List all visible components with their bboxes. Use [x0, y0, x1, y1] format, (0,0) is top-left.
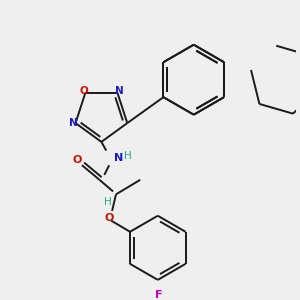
Text: H: H — [124, 152, 131, 161]
Text: O: O — [79, 86, 88, 96]
Text: N: N — [114, 153, 123, 164]
Text: O: O — [104, 213, 114, 223]
Text: N: N — [115, 86, 124, 96]
Text: N: N — [69, 118, 78, 128]
Text: H: H — [104, 197, 112, 207]
Text: O: O — [72, 155, 82, 165]
Text: F: F — [155, 290, 163, 300]
